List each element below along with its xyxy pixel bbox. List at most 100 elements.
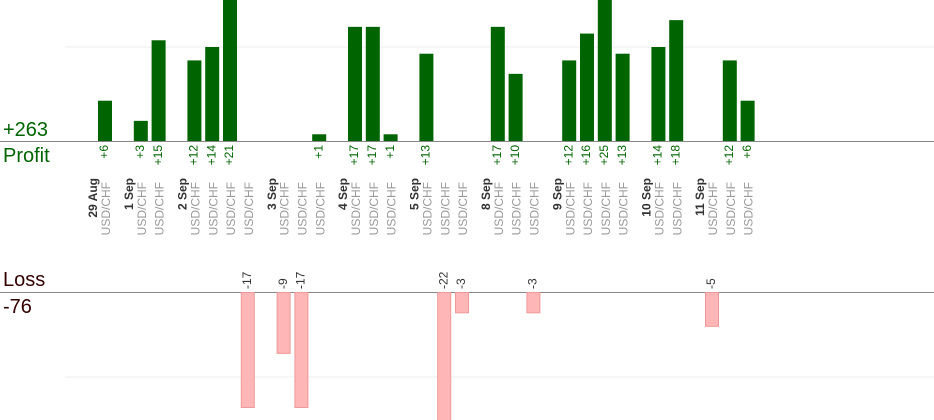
trade-pair-label: USD/CHF [706,182,720,235]
trade-pair-label: USD/CHF [617,182,631,235]
date-label: 11 Sep [693,178,707,216]
trade-pair-label: USD/CHF [188,182,202,235]
date-label: 1 Sep [122,178,136,210]
trade-pair-label: USD/CHF [599,182,613,235]
trade-pair-label: USD/CHF [652,182,666,235]
trade-pair-label: USD/CHF [742,182,756,235]
date-label: 29 Aug [86,178,100,218]
loss-bar [276,292,291,354]
trade-pair-label: USD/CHF [367,182,381,235]
profit-bar [187,60,202,141]
trade-pair-label: USD/CHF [581,182,595,235]
profit-value-label: +6 [97,145,111,159]
profit-value-label: +14 [651,145,665,166]
date-label: 3 Sep [265,178,279,210]
loss-value-label: -9 [276,278,290,289]
loss-value-label: -22 [436,271,450,289]
trade-pair-label: USD/CHF [224,182,238,235]
trade-pair-label: USD/CHF [295,182,309,235]
profit-bar [205,47,220,141]
profit-label: Profit [3,145,50,167]
date-label: 5 Sep [408,178,422,210]
profit-caption: Profit [3,145,50,167]
trade-pair-label: USD/CHF [456,182,470,235]
profit-bar [223,0,237,141]
loss-value-label: -17 [294,271,308,289]
trade-pair-label: USD/CHF [99,182,113,235]
profit-bar [383,134,398,141]
loss-value-label: -3 [454,278,468,289]
profit-bar [98,100,112,141]
trade-pair-label: USD/CHF [527,182,541,235]
profit-bar [651,47,666,141]
profit-value-label: +25 [597,145,611,166]
date-label: 9 Sep [550,178,564,210]
profit-bar [419,53,434,141]
profit-value-label: +17 [347,145,361,166]
profit-bar [312,134,327,141]
trade-pair-label: USD/CHF [492,182,506,235]
trade-pair-label: USD/CHF [242,182,256,235]
trade-pair-label: USD/CHF [510,182,524,235]
profit-bar [597,0,612,142]
loss-value-label: -5 [704,278,718,289]
date-label: 4 Sep [336,178,350,210]
loss-bar [705,292,719,327]
profit-bar [740,100,755,141]
loss-value-label: -17 [240,271,254,289]
loss-bar [240,292,255,408]
loss-total-value: -76 [3,296,32,318]
profit-value-label: +14 [204,145,218,166]
profit-value-label: +12 [561,145,575,166]
date-label: 2 Sep [176,178,190,210]
profit-bar [615,53,630,141]
loss-bar [294,292,309,408]
profit-bar [562,60,577,141]
trade-pair-label: USD/CHF [153,182,167,235]
loss-label: Loss [3,269,46,291]
date-label: 10 Sep [640,178,654,217]
profit-value-label: +10 [508,145,522,166]
trade-pair-label: USD/CHF [313,182,327,235]
profit-bar [151,40,166,141]
profit-value-label: +1 [311,145,325,159]
loss-bar [526,292,541,314]
trade-pair-label: USD/CHF [349,182,363,235]
trade-pair-label: USD/CHF [724,182,738,235]
profit-bar [348,26,362,141]
trade-pair-label: USD/CHF [206,182,220,235]
loss-total: -76 [3,296,32,318]
loss-value-label: -3 [526,278,540,289]
loss-bar [455,292,469,314]
profit-value-label: +17 [490,145,504,166]
trade-pair-label: USD/CHF [385,182,399,235]
profit-value-label: +21 [222,145,236,166]
trade-pair-label: USD/CHF [670,182,684,235]
trade-pair-label: USD/CHF [420,182,434,235]
profit-value-label: +17 [365,145,379,166]
profit-value-label: +13 [615,145,629,166]
trade-pair-label: USD/CHF [438,182,452,235]
trade-pair-label: USD/CHF [278,182,292,235]
profit-bar [580,33,594,142]
profit-bar [669,20,684,142]
profit-value-label: +12 [722,145,736,166]
date-label: 8 Sep [479,178,493,210]
profit-bar [490,26,505,141]
profit-total: +263 [3,119,48,141]
profit-value-label: +12 [187,145,201,166]
profit-value-label: +15 [151,145,165,166]
profit-value-label: +18 [668,145,682,166]
trade-pair-label: USD/CHF [563,182,577,235]
profit-value-label: +16 [579,145,593,166]
loss-bar [437,292,452,420]
profit-value-label: +6 [740,145,754,159]
profit-value-label: +1 [383,145,397,159]
loss-caption: Loss [3,269,45,291]
profit-value-label: +3 [133,145,147,159]
profit-value-label: +13 [419,145,433,166]
profit-bar [133,120,148,141]
profit-bar [508,73,523,141]
trade-pair-label: USD/CHF [135,182,149,235]
